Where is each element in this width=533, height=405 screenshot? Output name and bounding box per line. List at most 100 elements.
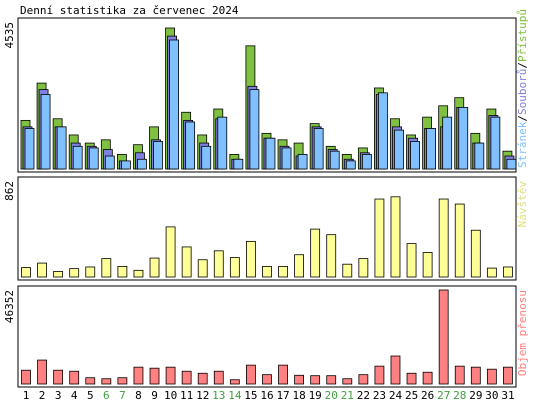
bar-Stránek-17 <box>281 147 292 170</box>
bar-Objem přenosu-23 <box>374 365 385 385</box>
x-tick-label: 8 <box>135 389 142 402</box>
bar-Návštěv-20 <box>326 234 337 278</box>
bar-Stránek-23 <box>378 92 388 170</box>
bar-Stránek-11 <box>185 121 196 170</box>
bars <box>20 27 517 170</box>
bar-Objem přenosu-11 <box>181 370 192 385</box>
bar-Objem přenosu-9 <box>149 367 160 385</box>
bar-Objem přenosu-17 <box>278 364 288 385</box>
bar-Návštěv-23 <box>374 198 385 278</box>
bar-Stránek-31 <box>506 158 517 170</box>
x-tick-label: 24 <box>389 389 403 402</box>
x-tick-label: 18 <box>293 389 306 402</box>
x-tick-label: 14 <box>228 389 242 402</box>
x-tick-label: 30 <box>485 389 498 402</box>
bar-Návštěv-31 <box>503 266 513 278</box>
bar-Návštěv-28 <box>454 203 465 278</box>
bar-Návštěv-1 <box>21 267 31 278</box>
bar-Návštěv-14 <box>229 257 240 278</box>
legend: Objem přenosu <box>516 290 529 376</box>
bar-Objem přenosu-8 <box>133 366 144 385</box>
bar-Stránek-10 <box>169 39 179 170</box>
bar-Objem přenosu-16 <box>262 374 272 385</box>
bar-Návštěv-3 <box>53 271 64 278</box>
x-tick-label: 17 <box>276 389 289 402</box>
bar-Stránek-27 <box>442 116 453 170</box>
bar-Objem přenosu-14 <box>229 379 240 385</box>
bar-Stránek-16 <box>265 137 276 170</box>
bar-Objem přenosu-30 <box>486 368 497 385</box>
bar-Návštěv-24 <box>390 196 401 278</box>
bar-Stránek-25 <box>410 141 420 170</box>
x-tick-label: 5 <box>87 389 94 402</box>
panel-frame <box>17 176 517 281</box>
bars <box>21 196 513 278</box>
legend-separator: / <box>516 115 529 122</box>
bar-Návštěv-2 <box>37 262 47 278</box>
bar-Stránek-8 <box>137 158 147 170</box>
x-tick-label: 27 <box>437 389 450 402</box>
bar-Objem přenosu-29 <box>470 366 481 385</box>
bar-Návštěv-25 <box>406 243 417 278</box>
bar-Stránek-18 <box>297 154 308 170</box>
x-tick-label: 21 <box>341 389 354 402</box>
x-tick-label: 15 <box>244 389 257 402</box>
panel-kbytes: 46352 Objem přenosu <box>3 285 529 388</box>
bar-Stránek-28 <box>458 107 469 170</box>
bar-Stránek-29 <box>474 142 485 170</box>
bar-Stránek-30 <box>490 116 501 170</box>
bar-Návštěv-30 <box>486 267 497 278</box>
x-tick-label: 6 <box>103 389 110 402</box>
bar-Objem přenosu-7 <box>117 377 128 385</box>
bar-Stránek-7 <box>120 160 131 170</box>
bar-Návštěv-15 <box>246 240 256 278</box>
bar-Stránek-22 <box>361 154 372 170</box>
bar-Stránek-14 <box>233 158 244 170</box>
bar-Návštěv-22 <box>358 258 369 278</box>
bar-Objem přenosu-13 <box>213 370 224 385</box>
bar-Návštěv-10 <box>165 226 176 278</box>
bar-Návštěv-18 <box>294 254 304 278</box>
bar-Objem přenosu-27 <box>438 289 449 385</box>
bar-Objem přenosu-19 <box>310 375 321 385</box>
legend-separator: / <box>516 62 529 69</box>
bar-Návštěv-8 <box>133 269 144 278</box>
legend-entry: Souborů <box>516 69 529 115</box>
y-axis-max-label: 4535 <box>3 22 16 49</box>
legend-entry: Přístupů <box>516 9 529 62</box>
bar-Návštěv-19 <box>310 228 321 278</box>
bar-Stránek-20 <box>329 150 340 170</box>
y-axis-max-label: 862 <box>3 181 16 201</box>
x-tick-label: 29 <box>469 389 482 402</box>
x-tick-label: 7 <box>119 389 126 402</box>
x-tick-label: 1 <box>23 389 30 402</box>
bars <box>21 289 513 385</box>
x-tick-label: 3 <box>55 389 62 402</box>
bar-Stránek-4 <box>72 145 83 170</box>
bar-Návštěv-27 <box>438 198 449 278</box>
legend-entry: Objem přenosu <box>516 290 529 376</box>
bar-Objem přenosu-1 <box>21 369 31 385</box>
bar-Návštěv-21 <box>342 263 353 278</box>
bar-Stránek-21 <box>345 160 356 170</box>
x-tick-label: 11 <box>180 389 193 402</box>
x-tick-label: 9 <box>151 389 158 402</box>
panel-frame <box>17 17 517 173</box>
bar-Objem přenosu-21 <box>342 378 353 385</box>
bar-Návštěv-9 <box>149 257 160 278</box>
bar-Objem přenosu-25 <box>406 372 417 385</box>
bar-Návštěv-4 <box>69 268 80 278</box>
legend-entry: Stránek <box>516 121 529 168</box>
bar-Objem přenosu-3 <box>53 369 64 385</box>
legend: Stránek/Souborů/Přístupů <box>516 9 529 168</box>
legend: Návštěv <box>516 181 529 228</box>
bar-Návštěv-6 <box>101 258 112 278</box>
bar-Stránek-12 <box>201 145 212 170</box>
bar-Objem přenosu-20 <box>326 375 337 385</box>
x-tick-label: 26 <box>421 389 434 402</box>
legend-entry: Návštěv <box>516 181 529 228</box>
x-tick-label: 4 <box>71 389 78 402</box>
bar-Návštěv-12 <box>197 259 208 278</box>
